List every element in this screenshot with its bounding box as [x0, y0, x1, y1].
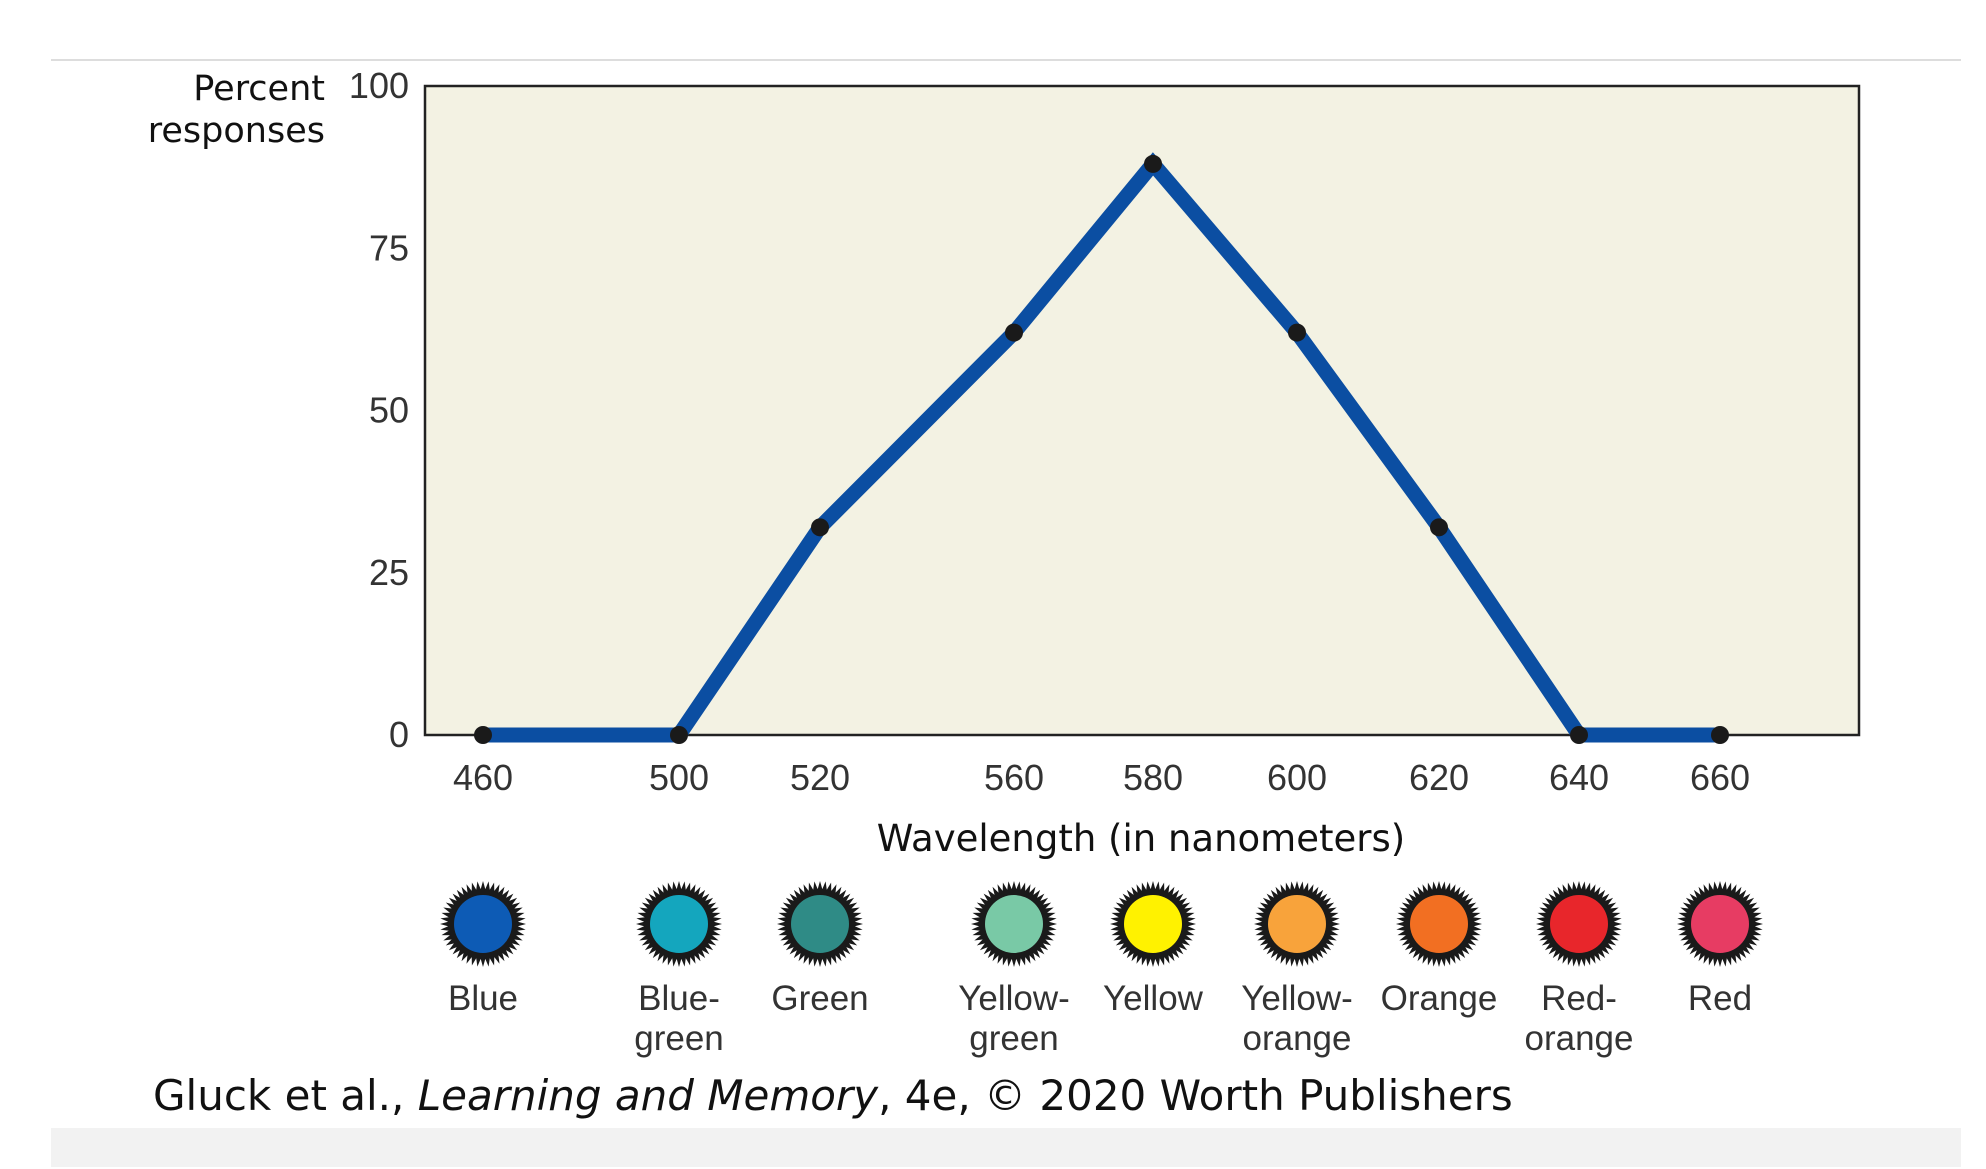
swatch-color-disc	[454, 895, 512, 953]
y-axis-title-line-1: Percent	[193, 69, 325, 109]
swatch-label: Red	[1688, 979, 1752, 1018]
color-swatch: Red	[1677, 881, 1763, 1018]
x-tick-label: 520	[790, 757, 850, 798]
y-tick-label: 50	[369, 390, 409, 431]
series-layer	[474, 152, 1729, 744]
data-point	[670, 726, 688, 744]
swatch-color-disc	[1410, 895, 1468, 953]
plot-area	[423, 84, 1861, 737]
color-swatch: Blue-green	[634, 881, 724, 1058]
x-axis-title: Wavelength (in nanometers)	[877, 817, 1405, 860]
swatch-color-disc	[1550, 895, 1608, 953]
color-swatch: Orange	[1381, 881, 1498, 1018]
swatch-label: orange	[1243, 1019, 1352, 1058]
y-tick-label: 75	[369, 227, 409, 268]
color-swatch: Green	[771, 881, 869, 1018]
y-axis-title-line-2: responses	[148, 111, 325, 151]
x-tick-label: 580	[1123, 757, 1183, 798]
x-tick-label: 560	[984, 757, 1044, 798]
x-tick-label: 500	[649, 757, 709, 798]
swatch-label: Yellow-	[1241, 979, 1353, 1018]
x-tick-label: 600	[1267, 757, 1327, 798]
x-tick-label: 460	[453, 757, 513, 798]
data-point	[811, 518, 829, 537]
swatch-label: Green	[771, 979, 868, 1018]
color-swatch: Yellow-green	[958, 881, 1070, 1058]
swatch-label: green	[634, 1019, 724, 1058]
x-tick-label: 640	[1549, 757, 1609, 798]
color-swatch-row: Blue Blue-green Green Yellow-green Yellow Yel…	[440, 881, 1763, 1058]
swatch-label: green	[969, 1019, 1059, 1058]
swatch-label: Orange	[1381, 979, 1498, 1018]
y-tick-label: 0	[389, 714, 409, 755]
swatch-label: Red-	[1541, 979, 1617, 1018]
swatch-label: Yellow	[1103, 979, 1204, 1018]
figure-caption: Gluck et al., Learning and Memory, 4e, ©…	[153, 1071, 1513, 1120]
color-swatch: Blue	[440, 881, 526, 1018]
color-swatch: Yellow-orange	[1241, 881, 1353, 1058]
swatch-color-disc	[791, 895, 849, 953]
color-swatch: Yellow	[1103, 881, 1204, 1018]
footer-band	[51, 1128, 1961, 1167]
caption-publisher: , 4e, © 2020 Worth Publishers	[878, 1071, 1513, 1120]
data-point	[1005, 323, 1023, 342]
caption-book-title: Learning and Memory	[418, 1071, 879, 1120]
swatch-label: Blue	[448, 979, 518, 1018]
y-tick-label: 100	[349, 65, 409, 106]
caption-authors: Gluck et al.,	[153, 1071, 418, 1120]
data-point	[1570, 726, 1588, 744]
swatch-label: orange	[1525, 1019, 1634, 1058]
swatch-color-disc	[1691, 895, 1749, 953]
y-axis-ticks: 0 25 50 75 100	[349, 65, 409, 755]
data-point	[1430, 518, 1448, 537]
x-tick-label: 660	[1690, 757, 1750, 798]
swatch-color-disc	[1268, 895, 1326, 953]
y-tick-label: 25	[369, 552, 409, 593]
swatch-label: Blue-	[638, 979, 720, 1018]
swatch-color-disc	[985, 895, 1043, 953]
x-axis-ticks: 460 500 520 560 580 600 620 640 660	[453, 757, 1750, 798]
data-point	[1144, 154, 1162, 173]
color-swatch: Red-orange	[1525, 881, 1634, 1058]
data-point	[474, 726, 492, 744]
swatch-color-disc	[650, 895, 708, 953]
swatch-label: Yellow-	[958, 979, 1070, 1018]
data-point	[1288, 323, 1306, 342]
swatch-color-disc	[1124, 895, 1182, 953]
x-tick-label: 620	[1409, 757, 1469, 798]
data-point	[1711, 726, 1729, 744]
